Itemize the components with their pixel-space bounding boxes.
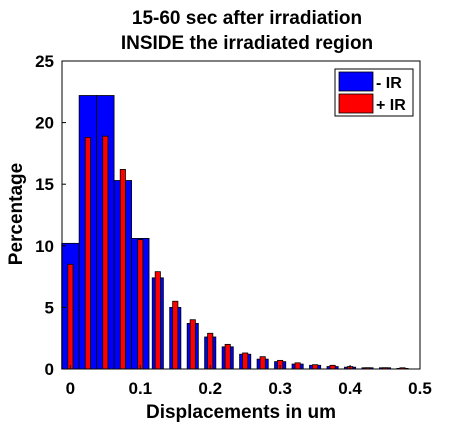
y-tick-label-5: 25 [35,52,54,71]
x-tick-label-4: 0.4 [338,379,362,398]
bar-plus-ir-16 [207,332,214,370]
chart-title-line-2: INSIDE the irradiated region [121,33,373,54]
bar-plus-ir-10 [154,271,161,370]
legend-swatch-minus-ir [338,71,374,92]
legend-swatch-plus-ir [338,93,374,114]
y-tick-label-2: 10 [35,237,54,256]
bar-plus-ir-18 [224,343,231,370]
bar-plus-ir-20 [242,352,249,370]
bar-plus-ir-26 [294,362,301,370]
legend-label-minus-ir: - IR [376,75,402,92]
x-tick-label-0: 0 [66,379,75,398]
legend-label-plus-ir: + IR [376,97,406,114]
legend: - IR + IR [334,68,414,117]
ticks-group: 0 0.1 0.2 0.3 0.4 0.5 0 5 10 15 20 25 [35,52,432,398]
bar-plus-ir-2 [84,136,91,370]
bar-plus-ir-6 [119,169,126,370]
x-tick-label-3: 0.3 [268,379,292,398]
bar-plus-ir-14 [189,319,196,370]
x-axis-label: Displacements in um [146,402,336,423]
bars-group [61,95,409,370]
plot-area-frame [61,60,421,370]
bar-plus-ir-4 [102,135,109,370]
x-tick-label-5: 0.5 [408,379,432,398]
x-tick-label-2: 0.2 [198,379,222,398]
y-tick-label-0: 0 [45,360,54,379]
y-axis-label: Percentage [6,163,27,265]
bar-plus-ir-0 [67,263,74,370]
bar-plus-ir-12 [172,300,179,370]
bar-plus-ir-22 [259,356,266,370]
y-tick-label-3: 15 [35,175,54,194]
y-tick-label-4: 20 [35,114,54,133]
x-tick-label-1: 0.1 [128,379,152,398]
bar-plus-ir-28 [312,364,319,370]
y-tick-label-1: 5 [45,298,54,317]
chart-title-line-1: 15-60 sec after irradiation [132,8,362,29]
bar-plus-ir-8 [137,239,144,370]
bar-plus-ir-30 [329,364,336,370]
